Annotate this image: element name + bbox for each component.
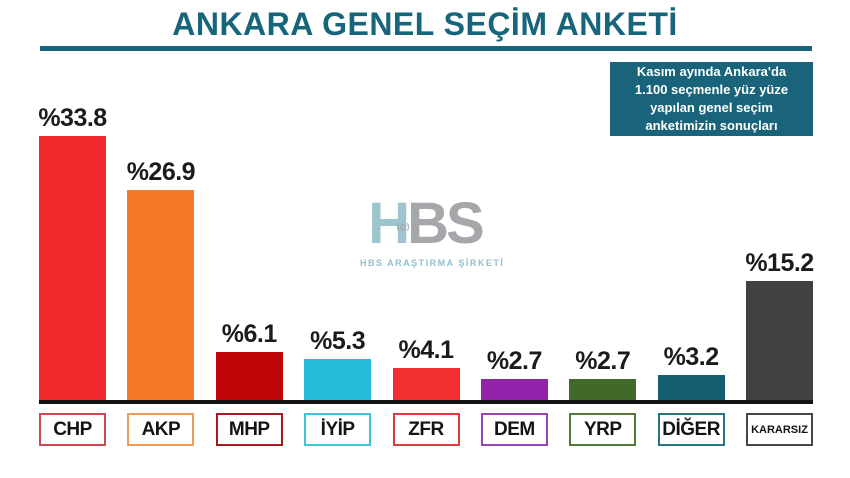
info-line: yapılan genel seçim (650, 100, 773, 115)
bar-chp (39, 136, 106, 400)
bar-yrp (569, 379, 637, 400)
broadcast-icon (396, 222, 410, 232)
title-underline (40, 46, 812, 51)
party-label-di-er: DİĞER (657, 413, 725, 446)
bar-i-yi-p (304, 359, 372, 400)
bar-column-chp: %33.8 (38, 104, 107, 400)
party-label-akp: AKP (127, 413, 195, 446)
bar-value-label: %2.7 (486, 347, 542, 375)
bar-zfr (392, 368, 460, 400)
hbs-logo: HBS HBS ARAŞTIRMA ŞİRKETİ (360, 195, 505, 269)
bar-column-di-er: %3.2 (657, 343, 725, 400)
bar-column-i-yi-p: %5.3 (304, 327, 372, 400)
bar-value-label: %3.2 (663, 343, 719, 371)
info-line: Kasım ayında Ankara'da (636, 64, 787, 79)
bar-mhp (215, 352, 283, 400)
bar-chart: %33.8 %26.9 %6.1 %5.3 %4.1 %2.7 %2.7 %3.2 %15.2 (38, 0, 814, 400)
bar-value-label: %4.1 (398, 336, 454, 364)
party-label-chp: CHP (39, 413, 106, 446)
page-title: ANKARA GENEL SEÇİM ANKETİ (172, 6, 678, 42)
info-line: 1.100 seçmenle yüz yüze (634, 82, 789, 97)
bar-column-akp: %26.9 (126, 158, 196, 400)
party-label-zfr: ZFR (392, 413, 460, 446)
bar-kararsiz (746, 281, 813, 400)
bar-dem (480, 379, 548, 400)
bar-di-er (657, 375, 725, 400)
bar-value-label: %2.7 (575, 347, 631, 375)
bar-value-label: %26.9 (126, 158, 196, 186)
survey-info-box: Kasım ayında Ankara'da 1.100 seçmenle yü… (610, 62, 813, 136)
bar-column-kararsiz: %15.2 (745, 249, 814, 400)
x-axis-line (39, 400, 813, 404)
info-line: anketimizin sonuçları (645, 118, 778, 133)
hbs-logo-text: HBS (360, 195, 490, 253)
party-label-kararsiz: KARARSIZ (746, 413, 813, 446)
hbs-logo-subtitle: HBS ARAŞTIRMA ŞİRKETİ (360, 258, 505, 268)
bar-column-zfr: %4.1 (392, 336, 460, 400)
hbs-logo-letters-bs: BS (407, 191, 485, 256)
bar-column-mhp: %6.1 (215, 320, 283, 400)
bar-value-label: %33.8 (38, 104, 107, 132)
bar-value-label: %5.3 (310, 327, 366, 355)
party-label-i-yi-p: İYİP (304, 413, 372, 446)
hbs-logo-letter-h: H (368, 191, 410, 256)
party-label-mhp: MHP (215, 413, 283, 446)
bar-akp (127, 190, 195, 400)
party-label-yrp: YRP (569, 413, 637, 446)
party-labels-row: CHP AKP MHP İYİP ZFR DEM YRP DİĞER KARARSIZ (39, 413, 813, 446)
bar-value-label: %15.2 (745, 249, 814, 277)
party-label-dem: DEM (480, 413, 548, 446)
bar-column-dem: %2.7 (480, 347, 548, 400)
bar-column-yrp: %2.7 (569, 347, 637, 400)
bar-value-label: %6.1 (221, 320, 277, 348)
